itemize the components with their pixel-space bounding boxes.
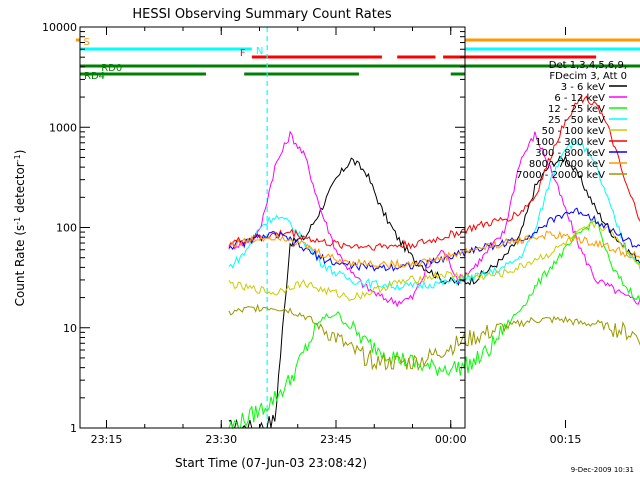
x-tick-label: 23:15: [91, 433, 123, 446]
legend-entry: 6 - 12 keV: [554, 93, 605, 104]
legend-entry: 25 - 50 keV: [548, 115, 605, 126]
series-line: [228, 303, 640, 372]
y-tick-label: 100: [56, 222, 77, 235]
series-line: [228, 140, 640, 291]
legend-entry: 3 - 6 keV: [561, 82, 605, 93]
y-tick-label: 10000: [42, 21, 77, 34]
flag-label: RD0: [101, 63, 122, 74]
legend-entry: 50 - 100 keV: [542, 126, 606, 137]
y-axis-label: Count Rate (s-1 detector-1): [13, 150, 27, 307]
y-axis-ticks: 1 10 100 1000 10000: [42, 21, 465, 435]
series-line: [228, 221, 640, 302]
x-tick-label: 00:00: [435, 433, 467, 446]
x-tick-label: 23:30: [205, 433, 237, 446]
legend-entry: 800 - 7000 keV: [529, 159, 605, 170]
y-tick-label: 1: [70, 422, 77, 435]
series-line: [228, 230, 640, 269]
data-series: [228, 95, 640, 430]
x-tick-label: 00:15: [550, 433, 582, 446]
legend-entry: 100 - 300 keV: [535, 137, 605, 148]
legend-entry: 7000 - 20000 keV: [516, 170, 605, 181]
y-tick-label: 1000: [49, 121, 77, 134]
legend-header: Det 1,3,4,5,6,9,: [549, 60, 627, 71]
series-line: [228, 154, 640, 429]
flag-label: S: [84, 37, 90, 48]
legend-entry: 300 - 800 keV: [535, 148, 605, 159]
legend-header: FDecim 3, Att 0: [549, 71, 627, 82]
timestamp: 9-Dec-2009 10:31: [571, 466, 634, 474]
y-tick-label: 10: [63, 322, 77, 335]
series-line: [228, 220, 640, 430]
flag-label: F: [240, 48, 246, 59]
series-line: [228, 130, 640, 308]
flag-label: N: [256, 46, 263, 57]
flag-label: RD4: [84, 71, 105, 82]
legend: Det 1,3,4,5,6,9,FDecim 3, Att 03 - 6 keV…: [516, 60, 627, 181]
chart-title: HESSI Observing Summary Count Rates: [132, 7, 391, 22]
x-tick-label: 23:45: [320, 433, 352, 446]
x-axis-label: Start Time (07-Jun-03 23:08:42): [175, 456, 367, 470]
legend-entry: 12 - 25 keV: [548, 104, 605, 115]
series-line: [228, 95, 640, 251]
